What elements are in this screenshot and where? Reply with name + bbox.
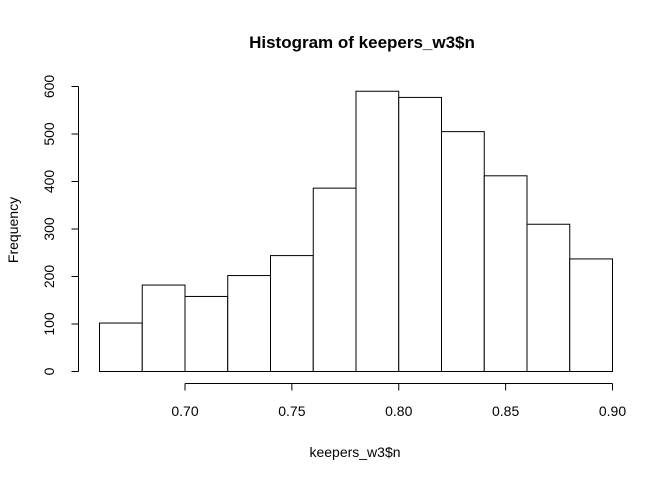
bars-group	[99, 90, 613, 373]
histogram-bar	[227, 275, 271, 372]
x-axis: 0.70 0.75 0.80 0.85 0.90	[171, 383, 626, 419]
histogram-bar	[141, 284, 186, 372]
x-tick-label: 0.80	[385, 403, 412, 419]
histogram-bar	[99, 322, 143, 372]
x-axis-label: keepers_w3$n	[309, 444, 400, 460]
histogram-bar	[270, 255, 314, 373]
histogram-bar	[441, 131, 485, 372]
y-tick-label: 100	[41, 312, 57, 336]
histogram-bar	[483, 175, 528, 372]
histogram-bar	[312, 187, 357, 372]
histogram-bar	[569, 258, 613, 372]
y-tick-label: 300	[41, 217, 57, 241]
y-tick-label: 400	[41, 170, 57, 194]
y-tick-label: 600	[41, 75, 57, 99]
histogram-bar	[526, 223, 571, 372]
chart-title: Histogram of keepers_w3$n	[249, 33, 475, 52]
y-tick-label: 0	[41, 367, 57, 375]
y-axis: 0 100 200 300 400 500 600	[41, 75, 79, 375]
x-tick-label: 0.85	[492, 403, 519, 419]
x-tick-label: 0.90	[599, 403, 626, 419]
histogram-bar	[355, 90, 400, 372]
y-axis-label: Frequency	[5, 197, 21, 263]
histogram-bar	[398, 96, 442, 373]
y-tick-label: 500	[41, 122, 57, 146]
y-tick-label: 200	[41, 265, 57, 289]
histogram-bar	[184, 295, 229, 373]
x-tick-label: 0.70	[171, 403, 198, 419]
x-tick-label: 0.75	[278, 403, 305, 419]
